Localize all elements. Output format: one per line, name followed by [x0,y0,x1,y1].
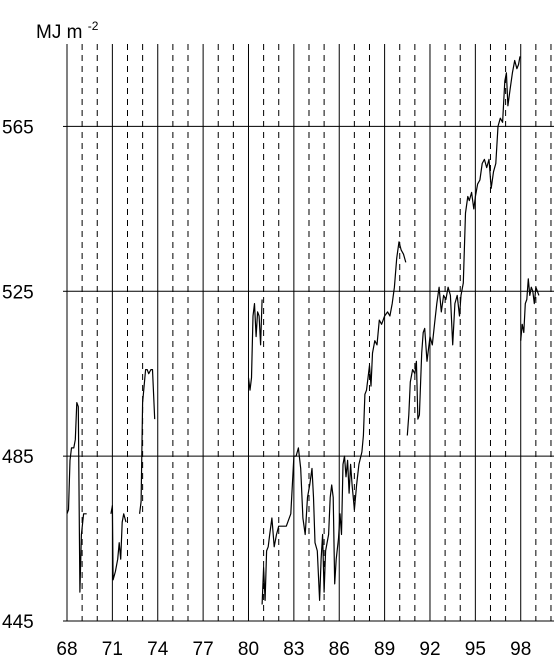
major-gridlines [66,44,554,622]
y-axis-unit-exponent: -2 [88,19,99,33]
x-tick-label-95: 95 [465,639,486,660]
x-tick-label-83: 83 [283,639,304,660]
series-line-segment-7 [520,278,540,341]
series-layer [66,56,540,605]
x-tick-label-98: 98 [510,639,531,660]
x-tick-label-74: 74 [147,639,169,660]
x-tick-label-92: 92 [419,639,440,660]
x-tick-label-80: 80 [238,639,259,660]
x-tick-label-71: 71 [102,639,123,660]
minor-dashed-gridlines [81,44,552,621]
x-tick-label-68: 68 [56,639,77,660]
y-axis-unit-label: MJ m -2 [36,19,99,43]
x-tick-labels: 68 71 74 77 80 83 86 89 92 95 98 [56,639,531,660]
y-tick-label-485: 485 [2,447,34,468]
series-line-segment-3 [139,369,156,514]
series-line-segment-1 [66,402,87,593]
series-line-segment-2 [110,505,127,581]
y-tick-label-445: 445 [2,612,34,633]
series-line-segment-5 [261,241,407,605]
series-line-segment-4 [247,299,263,391]
series-line-segment-6 [406,56,521,436]
x-tick-label-77: 77 [193,639,214,660]
y-tick-label-565: 565 [2,117,34,138]
y-tick-label-525: 525 [2,282,34,303]
x-tick-label-86: 86 [329,639,350,660]
y-axis-unit-base: MJ m [36,22,82,43]
x-tick-label-89: 89 [374,639,395,660]
y-tick-labels: 445 485 525 565 [2,117,67,633]
